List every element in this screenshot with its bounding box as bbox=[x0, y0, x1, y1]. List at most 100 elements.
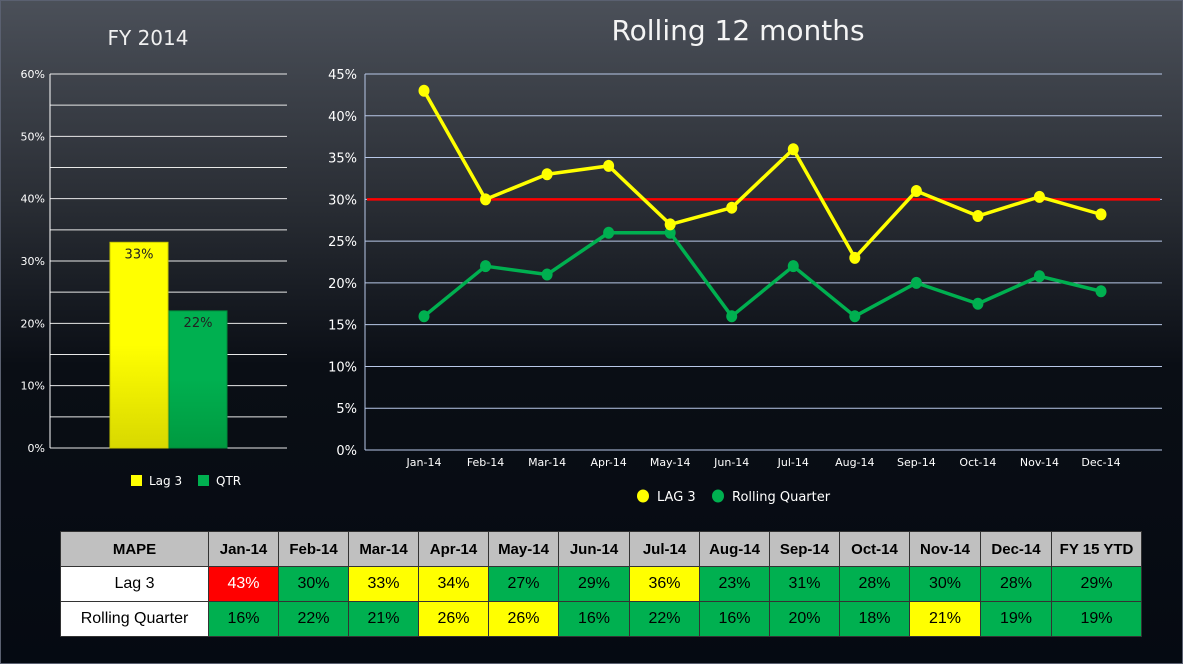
data-point bbox=[664, 218, 676, 231]
mape-cell: 22% bbox=[629, 601, 700, 637]
y-tick-label: 20% bbox=[21, 317, 45, 330]
legend-label: LAG 3 bbox=[657, 490, 696, 505]
legend-label: Lag 3 bbox=[149, 474, 182, 488]
mape-cell: 30% bbox=[909, 566, 981, 602]
x-tick-label: May-14 bbox=[650, 456, 691, 469]
x-tick-label: Dec-14 bbox=[1081, 456, 1120, 469]
column-header: Apr-14 bbox=[418, 531, 489, 567]
data-point bbox=[1095, 208, 1107, 221]
column-header: Aug-14 bbox=[699, 531, 770, 567]
mape-cell: 23% bbox=[699, 566, 770, 602]
mape-cell: 34% bbox=[418, 566, 489, 602]
line-chart-title: Rolling 12 months bbox=[611, 14, 865, 47]
series-line-lag3 bbox=[422, 89, 1102, 260]
data-point bbox=[603, 159, 615, 172]
x-tick-label: Nov-14 bbox=[1020, 456, 1059, 469]
mape-cell: 22% bbox=[278, 601, 349, 637]
data-point bbox=[910, 184, 922, 197]
column-header: May-14 bbox=[488, 531, 559, 567]
table-row: Rolling Quarter 16% 22% 21% 26% 26% 16% 22% 16% 2… bbox=[60, 601, 1142, 637]
mape-cell: 19% bbox=[1051, 601, 1142, 637]
column-header: Jun-14 bbox=[558, 531, 630, 567]
mape-cell: 26% bbox=[418, 601, 489, 637]
data-point bbox=[787, 260, 799, 273]
mape-cell: 28% bbox=[980, 566, 1052, 602]
data-point bbox=[541, 268, 553, 281]
column-header: FY 15 YTD bbox=[1051, 531, 1142, 567]
data-point bbox=[726, 201, 738, 214]
mape-cell: 30% bbox=[278, 566, 349, 602]
x-tick-label: Aug-14 bbox=[835, 456, 874, 469]
data-point bbox=[480, 193, 492, 206]
column-header: Jan-14 bbox=[208, 531, 279, 567]
x-tick-label: Jan-14 bbox=[406, 456, 442, 469]
bar-qtr bbox=[168, 310, 228, 449]
mape-cell: 20% bbox=[769, 601, 840, 637]
data-point bbox=[418, 310, 430, 323]
column-header: Nov-14 bbox=[909, 531, 981, 567]
column-header: Jul-14 bbox=[629, 531, 700, 567]
y-tick-label: 60% bbox=[21, 68, 45, 81]
data-point bbox=[787, 143, 799, 156]
data-point bbox=[664, 226, 676, 239]
y-tick-label: 0% bbox=[28, 442, 45, 455]
data-point bbox=[910, 276, 922, 289]
data-point bbox=[418, 84, 430, 97]
y-tick-label: 30% bbox=[328, 193, 357, 208]
mape-cell: 21% bbox=[909, 601, 981, 637]
legend-swatch bbox=[198, 475, 209, 486]
x-tick-label: Sep-14 bbox=[897, 456, 936, 469]
y-tick-label: 10% bbox=[328, 360, 357, 375]
row-label: Lag 3 bbox=[60, 566, 209, 602]
charts-svg: 0% 10% 20% 30% 40% 50% 60% 33% 22% Lag 3 QTR 0% 5% 10… bbox=[21, 68, 1162, 505]
x-tick-label: Jul-14 bbox=[777, 456, 809, 469]
mape-cell: 29% bbox=[558, 566, 630, 602]
mape-cell: 18% bbox=[839, 601, 910, 637]
mape-table: MAPE Jan-14 Feb-14 Mar-14 Apr-14 May-14 Jun-14… bbox=[60, 531, 1142, 637]
column-header: Sep-14 bbox=[769, 531, 840, 567]
mape-cell: 33% bbox=[348, 566, 419, 602]
data-point bbox=[1095, 285, 1107, 298]
bar-chart-title: FY 2014 bbox=[107, 26, 189, 50]
column-header: Mar-14 bbox=[348, 531, 419, 567]
y-tick-label: 30% bbox=[21, 255, 45, 268]
mape-cell: 21% bbox=[348, 601, 419, 637]
legend-marker bbox=[637, 489, 649, 503]
y-tick-label: 50% bbox=[21, 130, 45, 143]
mape-cell: 27% bbox=[488, 566, 559, 602]
y-tick-label: 20% bbox=[328, 277, 357, 292]
y-tick-label: 35% bbox=[328, 152, 357, 167]
y-tick-label: 0% bbox=[336, 444, 357, 459]
x-tick-label: Jun-14 bbox=[713, 456, 749, 469]
x-tick-label: Mar-14 bbox=[528, 456, 566, 469]
mape-cell: 16% bbox=[699, 601, 770, 637]
bar-data-label: 22% bbox=[184, 316, 213, 331]
x-tick-label: Apr-14 bbox=[590, 456, 626, 469]
series-line-rolling-quarter bbox=[422, 231, 1102, 319]
y-tick-label: 40% bbox=[328, 110, 357, 125]
row-label: Rolling Quarter bbox=[60, 601, 209, 637]
data-point bbox=[603, 226, 615, 239]
y-tick-label: 40% bbox=[21, 193, 45, 206]
column-header: Oct-14 bbox=[839, 531, 910, 567]
data-point bbox=[972, 297, 984, 310]
table-row: Lag 3 43% 30% 33% 34% 27% 29% 36% 23% 31% 28% 30% 28… bbox=[60, 566, 1142, 602]
mape-cell: 31% bbox=[769, 566, 840, 602]
legend-marker bbox=[712, 489, 724, 503]
mape-cell: 36% bbox=[629, 566, 700, 602]
mape-cell: 26% bbox=[488, 601, 559, 637]
table-header-row: MAPE Jan-14 Feb-14 Mar-14 Apr-14 May-14 Jun-14… bbox=[60, 531, 1142, 567]
legend-label: QTR bbox=[216, 474, 241, 488]
legend-swatch bbox=[131, 475, 142, 486]
mape-cell: 19% bbox=[980, 601, 1052, 637]
y-tick-label: 45% bbox=[328, 68, 357, 83]
y-tick-label: 25% bbox=[328, 235, 357, 250]
data-point bbox=[849, 310, 861, 323]
data-point bbox=[972, 210, 984, 223]
column-header: MAPE bbox=[60, 531, 209, 567]
y-tick-label: 5% bbox=[336, 402, 357, 417]
x-tick-label: Feb-14 bbox=[467, 456, 504, 469]
column-header: Feb-14 bbox=[278, 531, 349, 567]
data-point bbox=[1033, 270, 1045, 283]
x-tick-label: Oct-14 bbox=[959, 456, 996, 469]
